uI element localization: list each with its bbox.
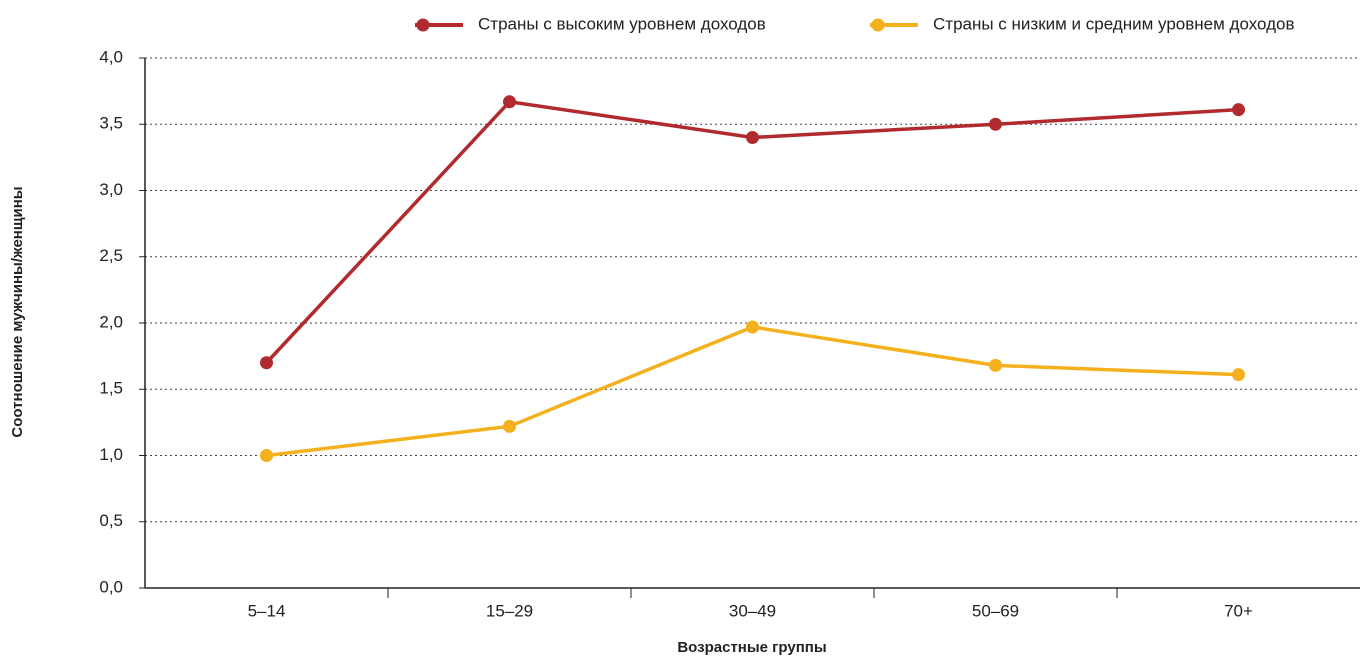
x-tick-label: 30–49: [729, 601, 776, 620]
point: [989, 117, 1002, 131]
y-tick-label: 0,5: [99, 511, 123, 530]
x-tick-label: 5–14: [248, 601, 286, 620]
y-tick-label: 3,0: [99, 180, 123, 199]
point: [1232, 103, 1245, 117]
x-tick-label: 50–69: [972, 601, 1019, 620]
point: [746, 131, 759, 144]
point: [1232, 368, 1245, 382]
y-tick-label: 1,0: [99, 445, 123, 464]
x-tick-label: 15–29: [486, 601, 533, 620]
y-axis-label: Соотношение мужчины/женщины: [9, 186, 26, 437]
point: [503, 419, 516, 433]
legend-marker: [871, 18, 885, 32]
y-tick-label: 4,0: [99, 47, 123, 66]
y-tick-label: 0,0: [99, 577, 123, 596]
y-tick-label: 3,5: [99, 114, 123, 133]
series-line: [266, 325, 1239, 458]
x-axis-label: Возрастные группы: [677, 639, 826, 656]
y-tick-label: 2,5: [99, 246, 123, 265]
point: [260, 356, 273, 370]
legend-marker: [416, 18, 430, 32]
point: [746, 320, 759, 334]
point: [260, 449, 273, 462]
y-tick-label: 2,0: [99, 312, 123, 331]
x-tick-label: 70+: [1224, 601, 1253, 620]
point: [503, 95, 516, 109]
point: [989, 358, 1002, 372]
y-tick-label: 1,5: [99, 379, 123, 398]
legend-label: Страны с низким и средним уровнем доходо…: [933, 14, 1295, 33]
legend-label: Страны с высоким уровнем доходов: [478, 14, 766, 33]
